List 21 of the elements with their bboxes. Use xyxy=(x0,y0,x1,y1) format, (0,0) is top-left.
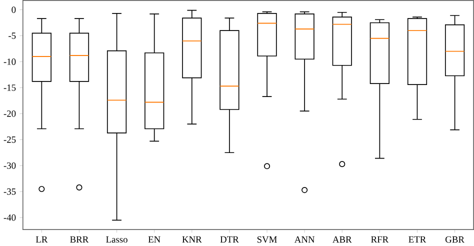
x-tick-label: KNR xyxy=(182,236,202,242)
y-tick-label: 0 xyxy=(12,6,16,13)
x-tick-label: DTR xyxy=(220,236,239,242)
x-tick-label: ABR xyxy=(332,236,352,243)
y-tick-label: -15 xyxy=(4,84,16,91)
y-tick-label: -25 xyxy=(4,136,16,143)
x-tick-label: LR xyxy=(36,236,48,242)
x-tick-label: BRR xyxy=(70,236,89,242)
x-tick-label: EN xyxy=(148,236,160,242)
y-tick-label: -35 xyxy=(4,188,16,195)
x-tick-label: ETR xyxy=(408,236,426,242)
x-tick-label: SVM xyxy=(257,236,277,243)
x-tick-label: RFR xyxy=(371,236,389,242)
x-tick-label: GBR xyxy=(446,236,464,243)
x-tick-label: ANN xyxy=(294,236,315,242)
y-tick-label: -30 xyxy=(4,162,16,169)
y-tick-label: -10 xyxy=(4,58,16,65)
y-tick-label: -20 xyxy=(4,110,16,117)
x-tick-label: Lasso xyxy=(106,236,128,243)
y-tick-label: -5 xyxy=(8,32,16,39)
y-tick-label: -40 xyxy=(4,214,16,221)
